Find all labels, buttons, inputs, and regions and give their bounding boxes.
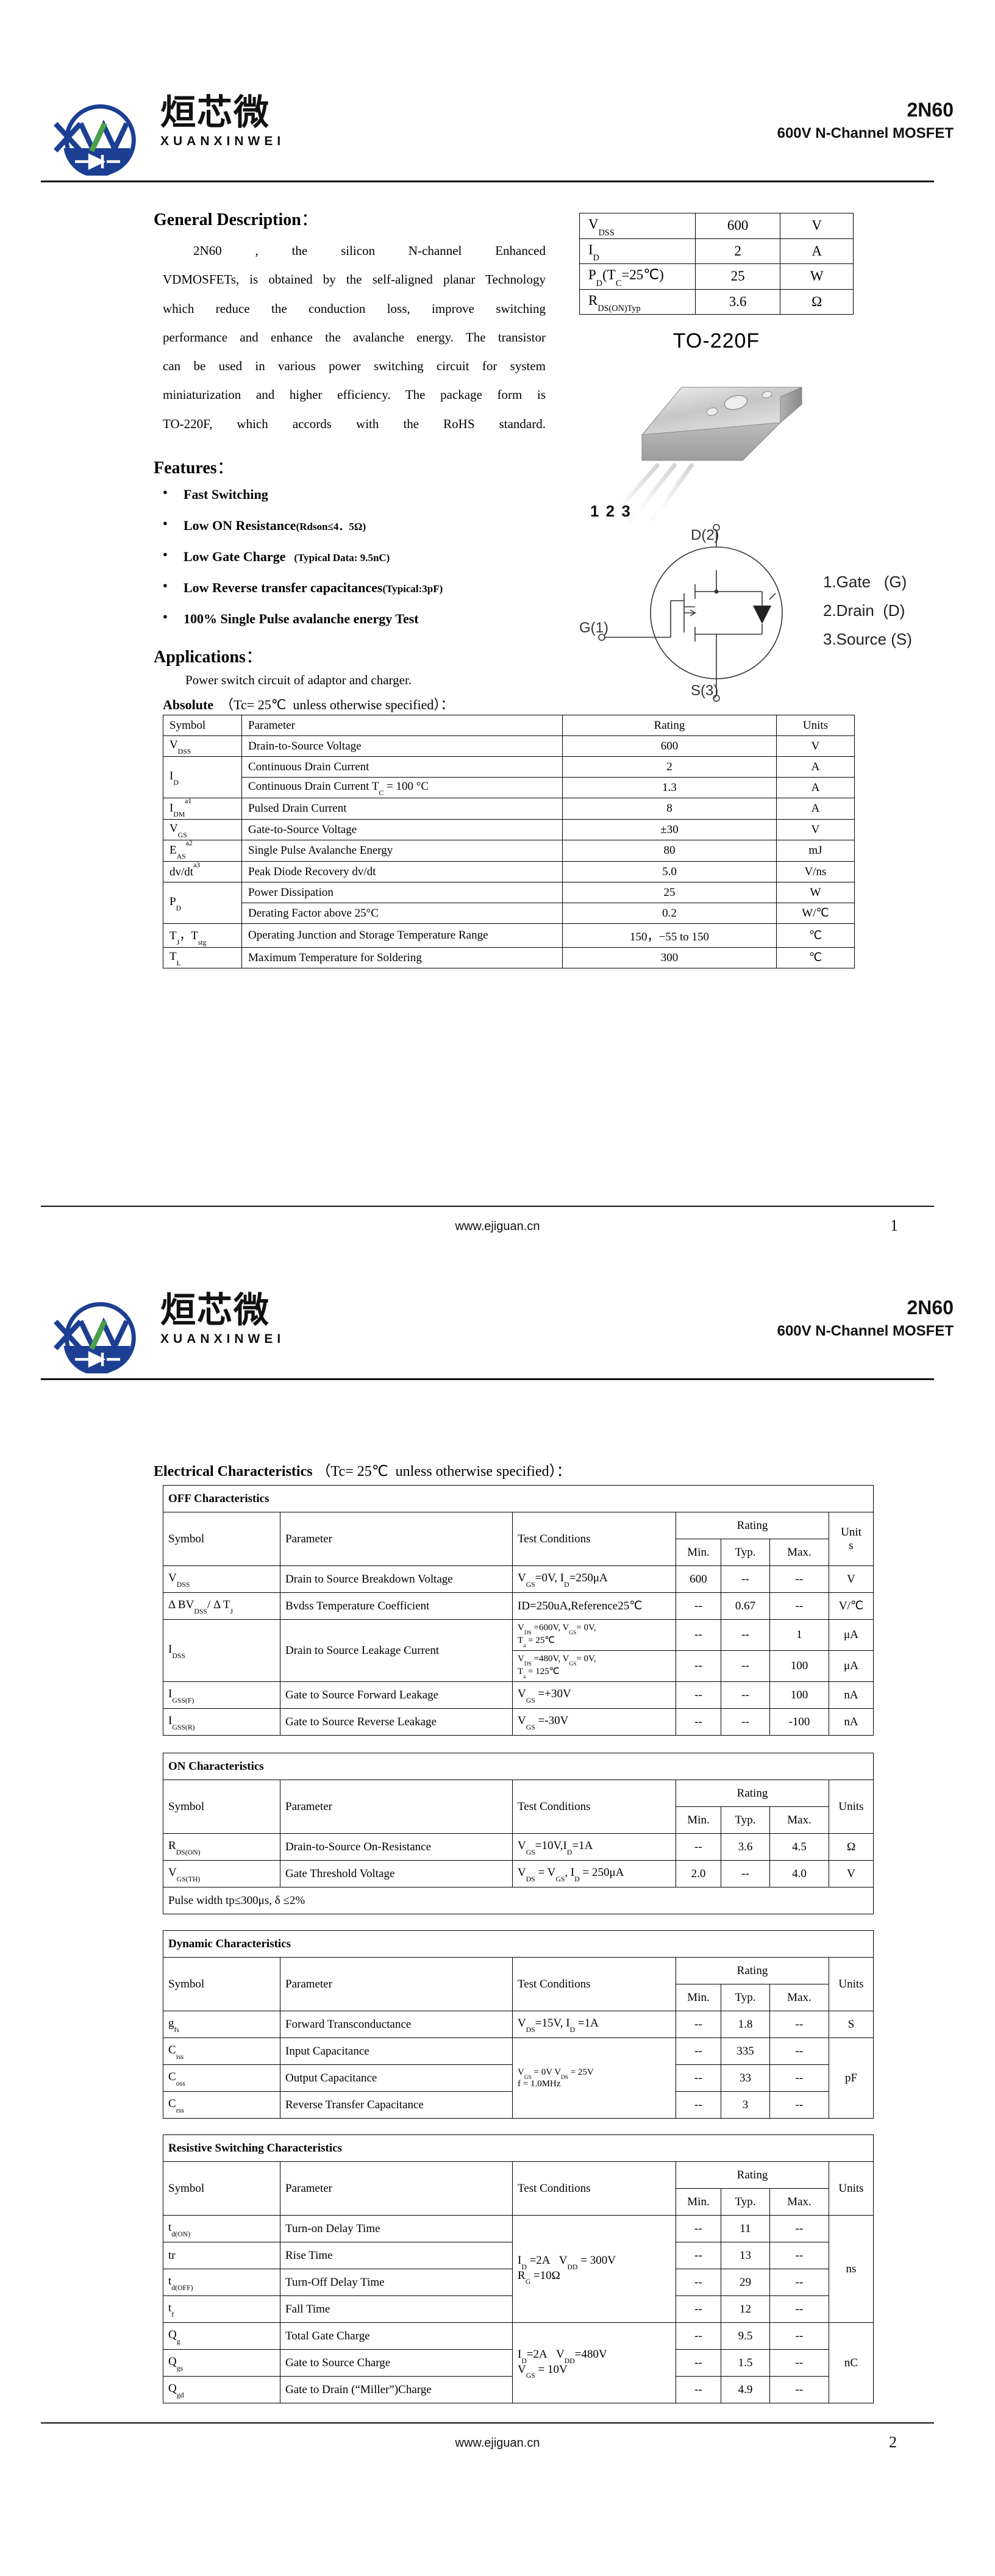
svg-text:D(2): D(2) [691, 527, 719, 543]
svg-text:1.Gate (G): 1.Gate (G) [823, 573, 907, 591]
svg-text:S(3): S(3) [691, 682, 718, 699]
svg-text:3.Source (S): 3.Source (S) [823, 630, 912, 648]
svg-text:G(1): G(1) [579, 620, 608, 636]
svg-text:2.Drain (D): 2.Drain (D) [823, 601, 905, 620]
